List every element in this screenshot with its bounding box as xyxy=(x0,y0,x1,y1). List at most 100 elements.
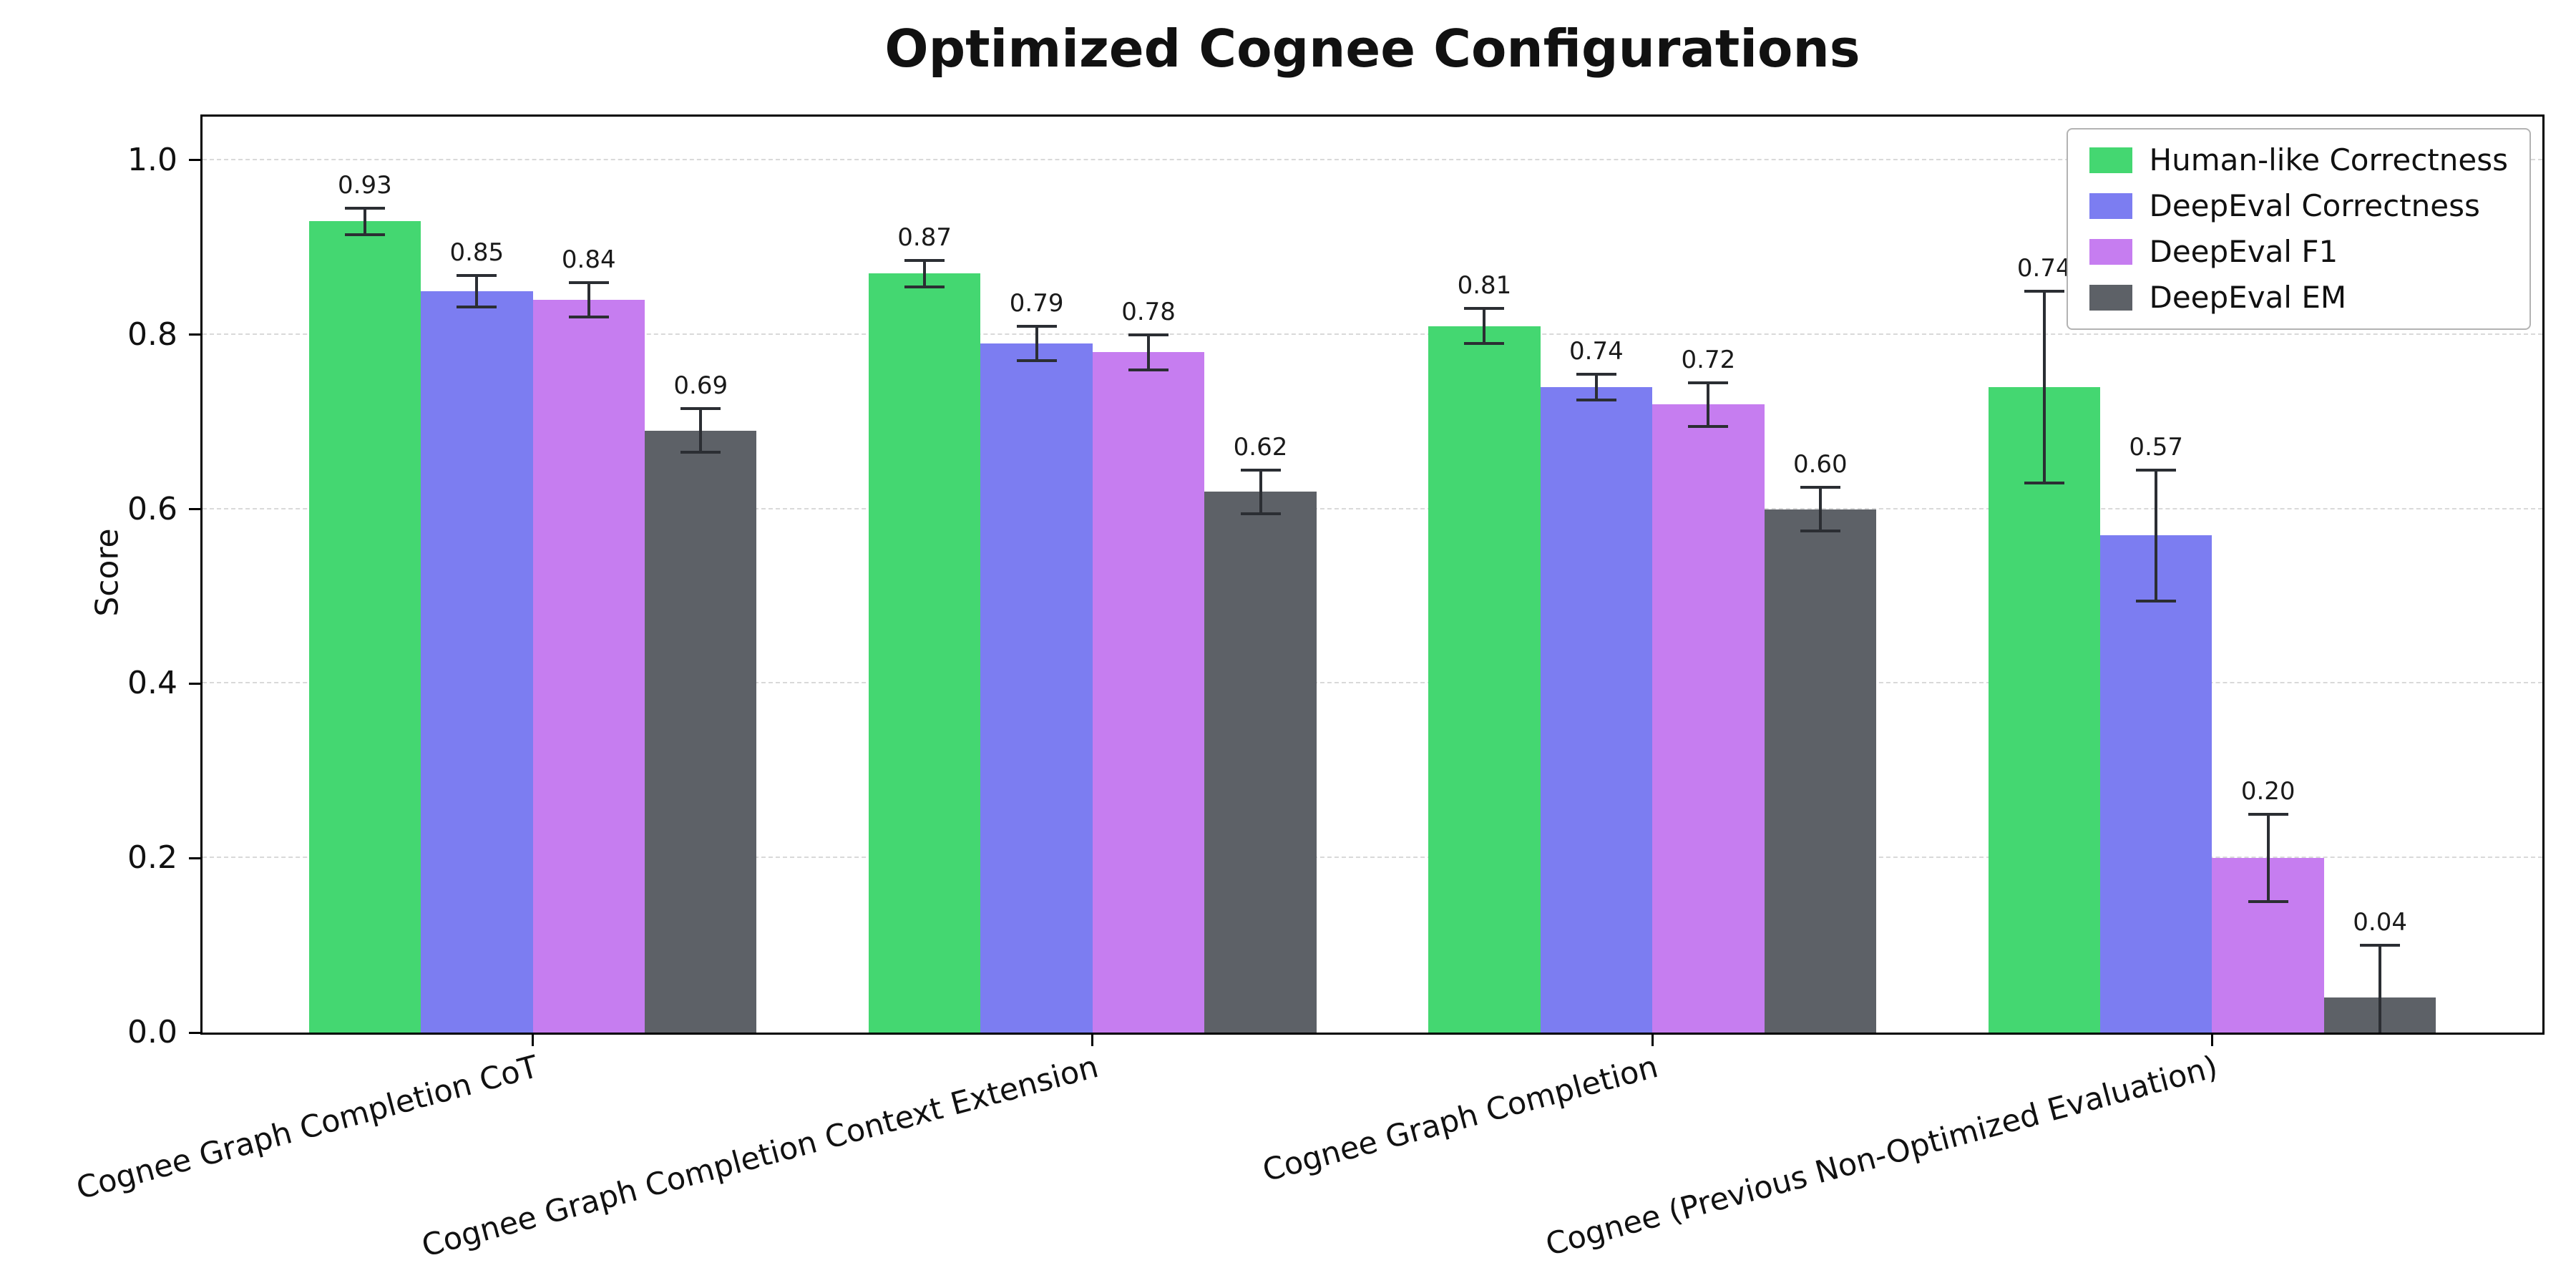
legend-label: Human-like Correctness xyxy=(2149,142,2509,177)
bar-value-label: 0.81 xyxy=(1457,271,1512,301)
bar-value-label: 0.74 xyxy=(2016,253,2072,283)
legend-item: DeepEval EM xyxy=(2089,283,2509,313)
error-bar xyxy=(2155,469,2158,601)
error-bar xyxy=(475,275,479,307)
bar xyxy=(421,291,533,1033)
bar xyxy=(645,430,757,1033)
bar-value-label: 0.85 xyxy=(449,238,504,267)
error-bar-cap-bottom xyxy=(680,451,721,454)
bar xyxy=(1428,326,1541,1033)
error-bar-cap-bottom xyxy=(1016,359,1057,363)
bar xyxy=(1092,352,1205,1033)
y-tick-label: 0.8 xyxy=(127,316,177,353)
y-axis-label: Score xyxy=(89,528,126,617)
chart-title: Optimized Cognee Configurations xyxy=(884,19,1860,79)
legend-item: DeepEval F1 xyxy=(2089,237,2509,267)
error-bar xyxy=(1483,308,1486,343)
bar-value-label: 0.84 xyxy=(561,245,616,274)
bar-value-label: 0.79 xyxy=(1009,288,1064,318)
error-bar-cap-bottom xyxy=(568,316,609,319)
error-bar-cap-top xyxy=(568,280,609,284)
legend-swatch xyxy=(2089,147,2132,173)
gridline xyxy=(203,682,2542,684)
gridline xyxy=(203,857,2542,859)
error-bar-cap-top xyxy=(2136,468,2177,472)
y-tick-mark xyxy=(189,159,200,162)
legend: Human-like Correctness DeepEval Correctne… xyxy=(2066,128,2531,330)
error-bar-cap-top xyxy=(680,407,721,411)
plot-area: Human-like Correctness DeepEval Correctne… xyxy=(200,114,2545,1035)
error-bar-cap-bottom xyxy=(1128,368,1169,371)
error-bar xyxy=(2266,814,2270,902)
legend-swatch xyxy=(2089,239,2132,265)
bar-value-label: 0.20 xyxy=(2240,777,2296,806)
bar xyxy=(868,273,981,1033)
error-bar-cap-top xyxy=(1240,468,1281,472)
bar xyxy=(1764,509,1877,1033)
error-bar xyxy=(587,282,590,318)
y-tick-mark xyxy=(189,333,200,336)
bar-value-label: 0.74 xyxy=(1569,336,1624,366)
bar-value-label: 0.78 xyxy=(1121,297,1176,326)
error-bar xyxy=(1707,382,1710,426)
error-bar xyxy=(363,208,366,235)
error-bar-cap-top xyxy=(1800,486,1840,489)
bar-value-label: 0.69 xyxy=(673,371,728,401)
bar xyxy=(532,300,645,1033)
error-bar-cap-bottom xyxy=(2136,599,2177,602)
error-bar-cap-bottom xyxy=(457,305,497,308)
bar xyxy=(1988,386,2100,1033)
bar-value-label: 0.57 xyxy=(2129,432,2184,462)
error-bar-cap-top xyxy=(2248,813,2288,816)
x-tick-mark xyxy=(2210,1035,2213,1046)
legend-label: DeepEval Correctness xyxy=(2149,188,2480,223)
x-tick-mark xyxy=(532,1035,535,1046)
error-bar-cap-bottom xyxy=(904,285,945,288)
y-tick-label: 0.0 xyxy=(127,1014,177,1050)
error-bar xyxy=(2379,945,2382,1033)
error-bar-cap-bottom xyxy=(1800,530,1840,533)
x-tick-mark xyxy=(1651,1035,1654,1046)
error-bar-cap-bottom xyxy=(1240,512,1281,515)
legend-swatch xyxy=(2089,193,2132,219)
error-bar-cap-top xyxy=(1464,307,1505,311)
error-bar-cap-bottom xyxy=(1464,341,1505,345)
legend-item: DeepEval Correctness xyxy=(2089,191,2509,221)
y-tick-mark xyxy=(189,1031,200,1034)
gridline xyxy=(203,333,2542,335)
bar xyxy=(1652,404,1765,1033)
error-bar-cap-top xyxy=(1576,372,1616,376)
error-bar-cap-bottom xyxy=(344,233,385,236)
bar-value-label: 0.60 xyxy=(1792,450,1848,479)
y-tick-label: 1.0 xyxy=(127,141,177,178)
error-bar-cap-bottom xyxy=(2248,900,2288,904)
bar-value-label: 0.87 xyxy=(897,223,952,253)
error-bar xyxy=(2042,291,2046,483)
bar xyxy=(1540,386,1653,1033)
error-bar-cap-top xyxy=(2360,944,2401,947)
legend-swatch xyxy=(2089,285,2132,311)
gridline xyxy=(203,158,2542,160)
y-tick-mark xyxy=(189,508,200,511)
x-tick-label: Cognee Graph Completion xyxy=(1259,1049,1662,1189)
legend-label: DeepEval F1 xyxy=(2149,234,2338,269)
y-tick-label: 0.2 xyxy=(127,839,177,877)
error-bar xyxy=(699,409,703,453)
error-bar-cap-top xyxy=(1128,333,1169,336)
error-bar-cap-top xyxy=(1688,381,1729,384)
error-bar xyxy=(1259,469,1262,514)
bar-value-label: 0.93 xyxy=(338,171,392,200)
gridline xyxy=(203,507,2542,509)
y-tick-label: 0.6 xyxy=(127,490,177,527)
error-bar-cap-top xyxy=(1016,324,1057,328)
bar-value-label: 0.04 xyxy=(2353,908,2407,937)
error-bar-cap-top xyxy=(2024,289,2064,293)
error-bar xyxy=(1035,326,1038,361)
error-bar-cap-bottom xyxy=(1576,399,1616,402)
bar xyxy=(308,221,421,1033)
y-tick-label: 0.4 xyxy=(127,665,177,702)
y-tick-mark xyxy=(189,857,200,859)
error-bar xyxy=(1818,487,1822,532)
error-bar xyxy=(1147,334,1151,370)
